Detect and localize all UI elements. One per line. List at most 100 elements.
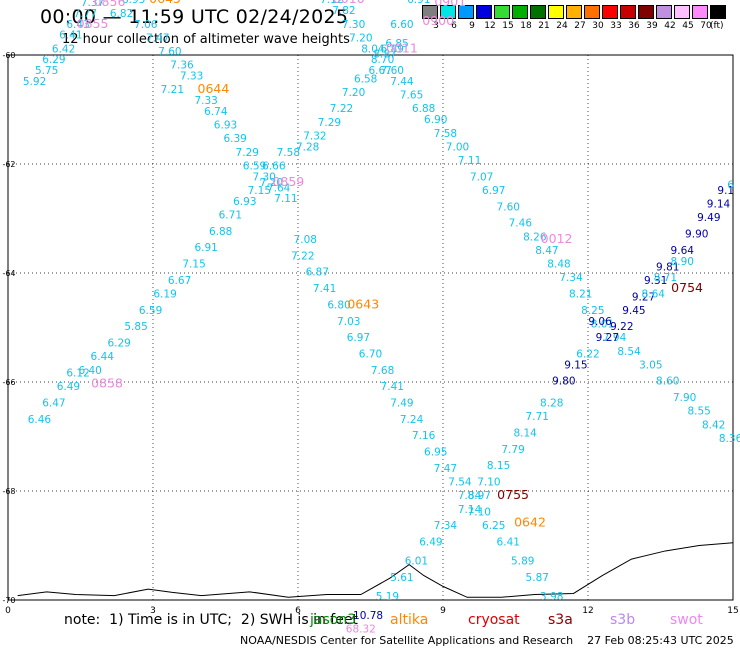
x-tick-label: 0 [5, 606, 11, 616]
swh-data-label: 8.01 [591, 319, 614, 331]
satellite-label: swot [670, 612, 703, 628]
swh-data-label: 8.60 [656, 376, 679, 388]
swh-data-label: 3.05 [639, 359, 662, 371]
swh-data-label: 7.03 [337, 316, 360, 328]
swh-data-label: 6.67 [368, 65, 391, 77]
swh-data-label: 7.68 [371, 365, 394, 377]
swh-data-label: 7.22 [330, 103, 353, 115]
legend-label: 70 [700, 21, 712, 31]
swh-data-label: 6.85 [385, 38, 408, 50]
swh-data-label: 6.95 [424, 447, 447, 459]
chart-title: 00:00 — 11:59 UTC 02/24/2025 [40, 6, 349, 28]
swh-data-label: 6.88 [412, 103, 435, 115]
swh-data-label: 9.81 [656, 261, 679, 273]
legend-swatch [476, 5, 492, 19]
swh-data-label: 7.77 [74, 8, 97, 20]
swh-data-label: 7.00 [446, 141, 469, 153]
x-tick-label: 3 [150, 606, 156, 616]
footer-credit: NOAA/NESDIS Center for Satellite Applica… [240, 634, 734, 647]
swh-data-label: 7.54 [448, 477, 472, 489]
swh-data-label: 8.42 [702, 419, 725, 431]
legend-label: 9 [469, 21, 475, 31]
swh-data-label: 8.21 [569, 289, 592, 301]
swh-data-label: 7.32 [303, 130, 326, 142]
swh-data-label: 7.82 [332, 5, 355, 17]
swh-data-label: 7.10 [477, 477, 500, 489]
swh-data-label: 6.67 [168, 275, 191, 287]
swh-data-label: 7.36 [170, 60, 194, 72]
swh-data-label: 7.10 [468, 507, 491, 519]
swh-data-label: 7.06 [134, 19, 158, 31]
swh-data-label: 7.71 [526, 411, 549, 423]
pass-time-label: 0900 [422, 13, 454, 28]
swh-data-label: 7.11 [274, 193, 297, 205]
legend-label: 6 [451, 21, 457, 31]
swh-data-label: 6.71 [219, 210, 242, 222]
legend-label: 21 [538, 21, 550, 31]
swh-data-label: 8.71 [654, 272, 677, 284]
pass-time-label: 0755 [497, 487, 529, 502]
swh-data-label: 6.22 [576, 348, 599, 360]
swh-data-label: 9.49 [697, 212, 720, 224]
swh-data-label: 6.90 [424, 114, 447, 126]
x-tick-label: 6 [295, 606, 301, 616]
swh-data-label: 6.40 [78, 365, 101, 377]
y-tick-label: -68 [2, 487, 15, 496]
swh-data-label: 5.87 [526, 572, 549, 584]
swh-data-label: 6.44 [91, 351, 115, 363]
legend-label: 36 [628, 21, 640, 31]
swh-data-label: 6.49 [57, 381, 80, 393]
x-tick-label: 12 [582, 606, 593, 616]
swh-data-label: 7.20 [349, 32, 372, 44]
swh-data-label: 6.93 [214, 120, 237, 132]
swh-data-label: 6.01 [405, 556, 428, 568]
swh-data-label: 9.1 [717, 185, 734, 197]
pass-time-label: 0644 [198, 81, 230, 96]
swh-data-label: 6.89 [381, 43, 404, 55]
swh-data-label: 9.90 [685, 229, 708, 241]
swh-data-label: 9.14 [707, 199, 731, 211]
legend-label: 42 [664, 21, 676, 31]
y-tick-label: -66 [2, 378, 15, 387]
swh-data-label: 8.47 [535, 245, 558, 257]
legend-label: 12 [484, 21, 496, 31]
swh-data-label: 7.21 [161, 84, 184, 96]
legend-label: 18 [520, 21, 532, 31]
pass-time-label: 0643 [347, 296, 379, 311]
swh-data-label: 9.22 [610, 321, 633, 333]
legend-label: 33 [610, 21, 622, 31]
swh-data-label: 6.49 [419, 537, 442, 549]
swh-data-label: 8.36 [719, 433, 740, 445]
swh-data-label: 6.58 [354, 73, 377, 85]
legend-swatch [692, 5, 708, 19]
swh-data-label: 7.94 [603, 332, 627, 344]
swh-data-label: 7.49 [390, 398, 413, 410]
swh-data-label: 8.93 [122, 0, 145, 6]
swh-data-label: 6.60 [390, 19, 413, 31]
swh-data-label: 5.85 [124, 321, 147, 333]
satellite-label: jason3 [310, 612, 357, 628]
y-tick-label: -60 [2, 51, 15, 60]
y-tick-label: -70 [2, 596, 15, 605]
legend-label: 24 [556, 21, 568, 31]
swh-data-label: 6.82 [110, 8, 133, 20]
pass-time-label: 0012 [541, 231, 573, 246]
legend-swatch [602, 5, 618, 19]
pass-time-label: 0010 [333, 0, 365, 6]
legend-swatch [566, 5, 582, 19]
legend-swatch [458, 5, 474, 19]
legend-swatch [638, 5, 654, 19]
swh-data-label: 9.64 [671, 245, 695, 257]
swh-data-label: 7.30 [252, 171, 275, 183]
swh-data-label: 5.89 [511, 556, 534, 568]
legend-swatch [584, 5, 600, 19]
x-tick-label: 9 [440, 606, 446, 616]
swh-data-label: 6.47 [42, 398, 65, 410]
legend-swatch [674, 5, 690, 19]
satellite-label: altika [390, 612, 429, 628]
legend-swatch [512, 5, 528, 19]
swh-data-label: 5.61 [390, 572, 413, 584]
legend-unit: (ft) [710, 21, 724, 31]
pass-time-label: 0858 [91, 375, 123, 390]
swh-data-label: 5.19 [376, 591, 399, 603]
